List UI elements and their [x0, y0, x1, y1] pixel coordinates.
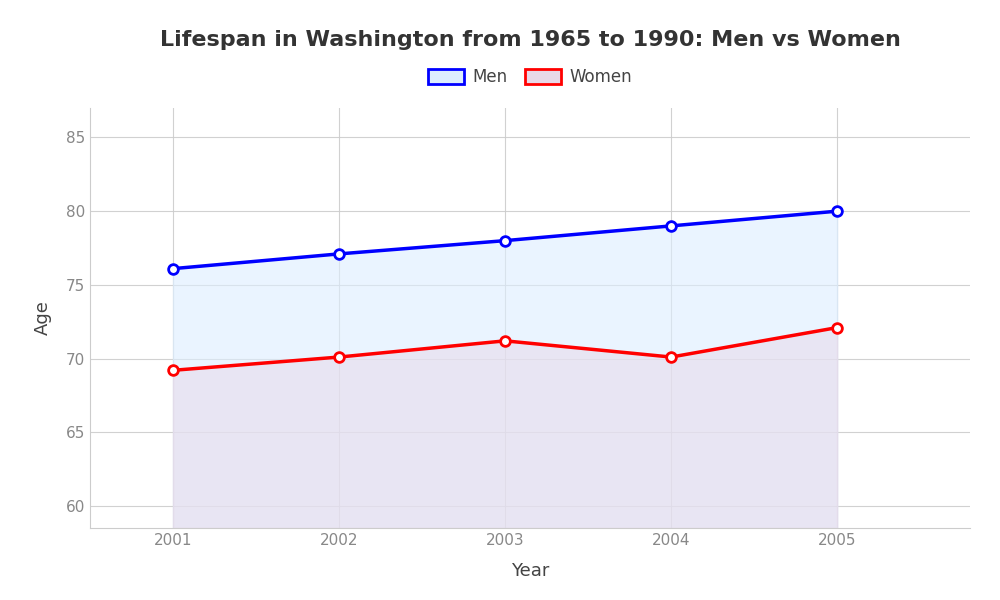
Y-axis label: Age: Age [34, 301, 52, 335]
X-axis label: Year: Year [511, 562, 549, 580]
Title: Lifespan in Washington from 1965 to 1990: Men vs Women: Lifespan in Washington from 1965 to 1990… [160, 29, 900, 49]
Legend: Men, Women: Men, Women [421, 62, 639, 93]
